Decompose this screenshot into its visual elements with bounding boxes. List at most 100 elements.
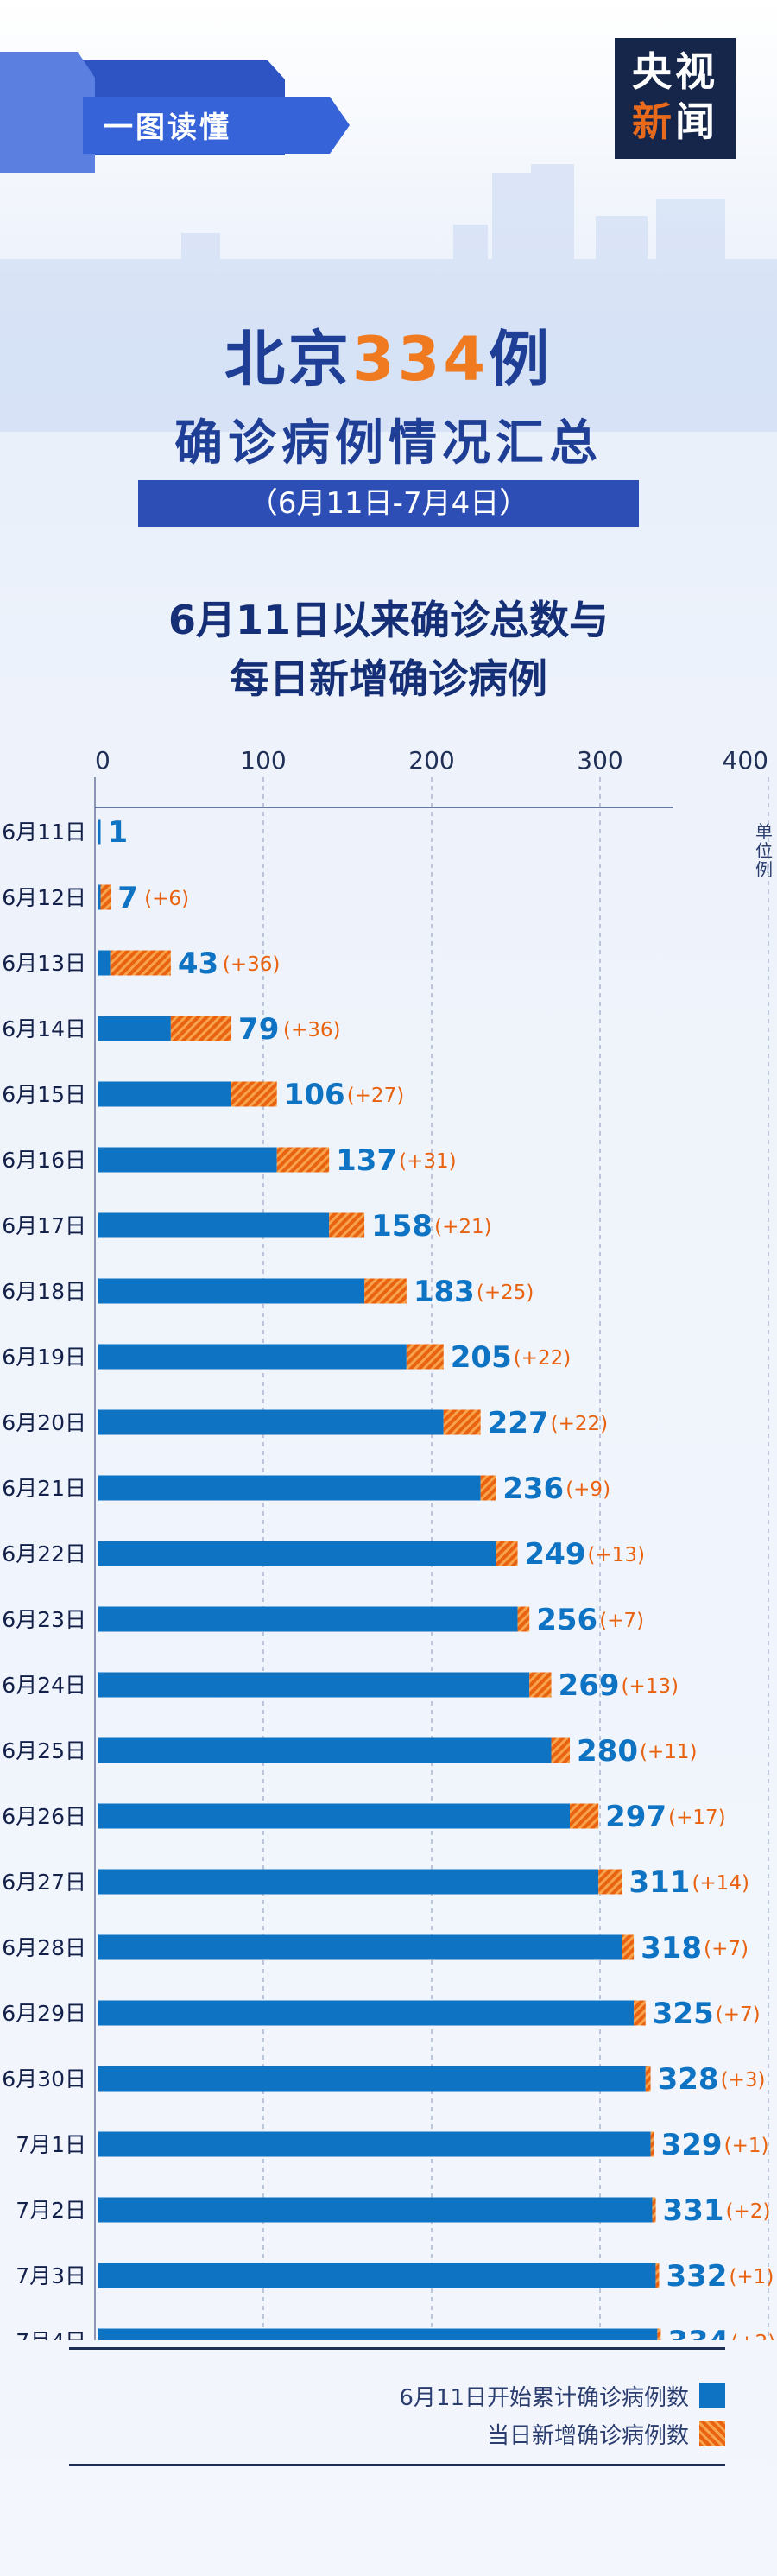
new-value-label: (+36) xyxy=(223,953,280,976)
total-value-label: 332 xyxy=(666,2259,727,2294)
bar-new xyxy=(657,2328,661,2340)
chart-row: 6月28日 318 (+7) xyxy=(2,1931,749,1965)
x-tick-label: 100 xyxy=(240,746,286,775)
bar-total xyxy=(98,1541,496,1566)
date-range-badge: （6月11日-7月4日） xyxy=(138,480,639,527)
chart-row: 6月29日 325 (+7) xyxy=(2,1997,760,2031)
category-label: 6月12日 xyxy=(2,885,86,910)
x-axis-ticks: 0 100 200 300 400 xyxy=(95,746,768,775)
total-value-label: 325 xyxy=(653,1997,714,2031)
new-value-label: (+22) xyxy=(514,1347,571,1370)
new-value-label: (+27) xyxy=(347,1085,404,1107)
bar-total xyxy=(98,884,101,910)
bar-total xyxy=(98,1475,481,1501)
total-value-label: 249 xyxy=(525,1537,586,1572)
legend-label-total: 6月11日开始累计确诊病例数 xyxy=(399,2384,689,2411)
bar-new xyxy=(622,1934,635,1960)
total-value-label: 311 xyxy=(629,1865,690,1900)
bar-total xyxy=(98,1344,407,1370)
bar-total xyxy=(98,1147,277,1173)
chart-row: 6月30日 328 (+3) xyxy=(2,2062,765,2097)
chart-grid xyxy=(94,777,769,2340)
bar-total xyxy=(98,2328,658,2340)
category-label: 6月19日 xyxy=(2,1345,86,1370)
bar-total xyxy=(98,1212,330,1238)
bar-new xyxy=(276,1147,330,1173)
bar-total xyxy=(98,1869,599,1895)
chart-row: 6月23日 256 (+7) xyxy=(2,1603,644,1637)
header-banner: 央视 新闻 一图读懂 北京334例 确诊病例情况汇总 （6月11日-7月4日） … xyxy=(0,0,777,751)
new-value-label: (+11) xyxy=(640,1741,697,1763)
logo-char-accent: 新 xyxy=(632,98,675,145)
chart-row: 7月4日 334(+2) xyxy=(16,2325,775,2340)
x-tick-label: 200 xyxy=(408,746,454,775)
bar-total xyxy=(98,2197,653,2223)
category-label: 6月25日 xyxy=(2,1738,86,1763)
category-label: 6月26日 xyxy=(2,1804,86,1829)
total-value-label: 43 xyxy=(178,946,218,981)
bar-total xyxy=(98,1606,518,1632)
chart-row: 6月13日 43 (+36) xyxy=(2,946,280,981)
chart-row: 6月21日 236 (+9) xyxy=(2,1472,610,1506)
unit-label-char: 单 xyxy=(755,821,773,842)
category-label: 6月16日 xyxy=(2,1148,86,1173)
new-value-label: (+13) xyxy=(622,1675,679,1698)
chart-row: 6月15日 106 (+27) xyxy=(2,1078,404,1112)
main-title-line2: 确诊病例情况汇总 xyxy=(174,415,603,472)
total-value-label: 297 xyxy=(605,1800,666,1834)
new-value-label: (+1) xyxy=(724,2135,769,2157)
logo-line2: 新闻 xyxy=(615,97,736,147)
chart-row: 6月19日 205 (+22) xyxy=(2,1340,571,1375)
chart-row: 6月22日 249 (+13) xyxy=(2,1537,645,1572)
legend-label-new: 当日新增确诊病例数 xyxy=(486,2422,689,2449)
cctv-news-logo: 央视 新闻 xyxy=(615,38,736,159)
bar-total xyxy=(98,2131,651,2157)
total-value-label: 183 xyxy=(414,1275,475,1309)
chart-subtitle-line1: 6月11日以来确诊总数与 xyxy=(167,597,610,643)
category-label: 6月29日 xyxy=(2,2001,86,2026)
bar-total xyxy=(98,1278,365,1304)
bar-total xyxy=(98,1672,530,1698)
legend-swatch-new xyxy=(699,2421,725,2446)
ribbon-banner xyxy=(0,52,350,173)
bar-new xyxy=(634,2000,646,2026)
new-value-label: (+14) xyxy=(692,1872,749,1895)
total-value-label: 205 xyxy=(451,1340,512,1375)
bar-new xyxy=(329,1212,365,1238)
category-label: 6月13日 xyxy=(2,951,86,976)
new-value-label: (+36) xyxy=(283,1019,340,1041)
bar-new xyxy=(364,1278,407,1304)
total-value-label: 236 xyxy=(502,1472,564,1506)
bar-new xyxy=(551,1737,570,1763)
bar-new xyxy=(231,1081,277,1107)
new-value-label: (+3) xyxy=(721,2069,766,2092)
bar-total xyxy=(98,1934,622,1960)
unit-label: 单位例 xyxy=(755,821,773,880)
bar-new xyxy=(645,2066,651,2092)
chart-row: 6月20日 227 (+22) xyxy=(2,1406,608,1440)
bar-total xyxy=(98,1016,171,1041)
bar-new xyxy=(517,1606,530,1632)
chart-legend: 6月11日开始累计确诊病例数 当日新增确诊病例数 xyxy=(69,2347,725,2468)
chart-row: 6月17日 158 (+21) xyxy=(2,1209,491,1244)
new-value-label: (+1) xyxy=(729,2266,774,2288)
category-label: 6月24日 xyxy=(2,1673,86,1698)
title-part1: 北京 xyxy=(224,324,352,395)
chart-row: 6月16日 137 (+31) xyxy=(2,1143,456,1178)
total-value-label: 227 xyxy=(488,1406,549,1440)
category-label: 6月28日 xyxy=(2,1935,86,1960)
bar-total xyxy=(98,1081,232,1107)
category-label: 6月17日 xyxy=(2,1213,86,1238)
total-value-label: 79 xyxy=(238,1012,279,1047)
chart-row: 6月12日 7 (+6) xyxy=(2,881,189,915)
bar-new xyxy=(170,1016,232,1041)
ribbon-label: 一图读懂 xyxy=(104,111,231,145)
total-value-label: 7 xyxy=(117,881,138,915)
bar-total xyxy=(98,1803,570,1829)
x-tick-label: 400 xyxy=(723,746,768,775)
unit-label-char: 位 xyxy=(755,840,773,861)
total-value-label: 158 xyxy=(371,1209,433,1244)
total-value-label: 329 xyxy=(661,2128,723,2162)
category-label: 7月1日 xyxy=(16,2132,86,2157)
